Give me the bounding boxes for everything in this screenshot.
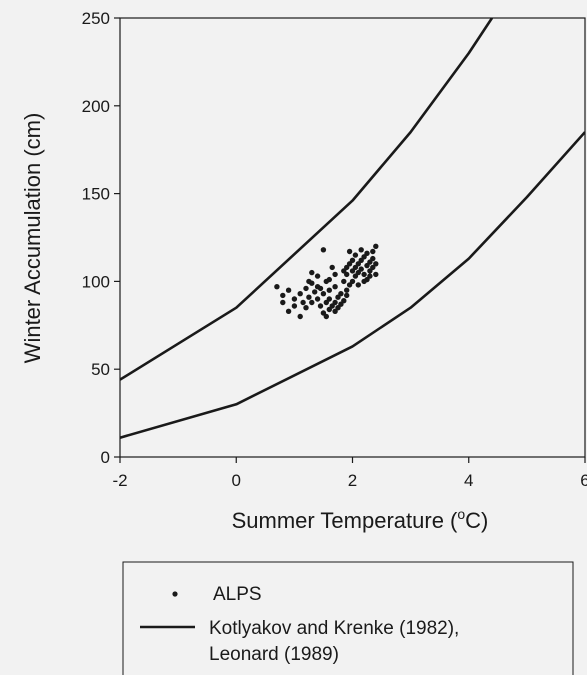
- alps-point: [280, 292, 286, 299]
- alps-point: [314, 296, 321, 302]
- alps-point: [291, 303, 298, 309]
- plot-frame: [119, 17, 586, 458]
- alps-point: [361, 271, 367, 278]
- y-tick-label: 100: [82, 272, 110, 291]
- y-tick-label: 0: [101, 448, 110, 467]
- alps-point: [323, 278, 329, 285]
- x-tick-label: 0: [232, 471, 241, 490]
- alps-point: [306, 294, 312, 300]
- alps-point: [332, 271, 338, 278]
- legend: ALPS Kotlyakov and Krenke (1982), Leonar…: [122, 561, 574, 675]
- alps-point: [373, 271, 379, 278]
- alps-point: [355, 282, 361, 288]
- alps-point: [285, 308, 292, 314]
- y-tick-label: 150: [82, 185, 110, 204]
- legend-box: [122, 561, 574, 675]
- alps-point: [306, 278, 312, 285]
- alps-point: [344, 292, 350, 299]
- alps-point: [364, 250, 370, 256]
- alps-point: [358, 247, 364, 253]
- alps-point: [309, 269, 315, 276]
- alps-point: [352, 252, 359, 258]
- alps-point: [297, 313, 303, 320]
- alps-point: [326, 296, 332, 302]
- x-tick-label: 4: [464, 471, 473, 490]
- alps-point: [326, 287, 332, 293]
- alps-point: [320, 247, 327, 253]
- alps-point: [341, 268, 347, 274]
- alps-point: [341, 298, 347, 304]
- alps-point: [338, 291, 344, 297]
- legend-marker-alps: [172, 591, 178, 597]
- alps-point: [370, 264, 376, 271]
- alps-point: [332, 284, 338, 290]
- alps-point: [370, 248, 376, 255]
- alps-point: [332, 308, 338, 314]
- alps-point: [314, 273, 321, 279]
- alps-point: [274, 284, 280, 290]
- y-tick-label: 250: [82, 9, 110, 28]
- alps-point: [303, 285, 309, 292]
- alps-point: [344, 287, 350, 293]
- legend-label-alps: ALPS: [213, 584, 262, 605]
- alps-point: [312, 289, 318, 295]
- alps-point: [358, 266, 364, 272]
- alps-point: [323, 313, 329, 320]
- alps-point: [291, 296, 298, 302]
- alps-point: [364, 276, 370, 283]
- upper-envelope-line: [120, 18, 494, 381]
- alps-point: [317, 285, 324, 292]
- alps-point: [373, 243, 379, 249]
- legend-label-kotlyakov: Kotlyakov and Krenke (1982),: [209, 618, 459, 639]
- x-tick-label: -2: [112, 471, 127, 490]
- alps-point: [303, 305, 309, 311]
- x-tick-label: 2: [348, 471, 357, 490]
- y-axis-label: Winter Accumulation (cm): [20, 113, 45, 364]
- alps-point: [300, 299, 306, 306]
- alps-point: [373, 261, 379, 267]
- alps-point: [320, 291, 327, 297]
- legend-label-leonard: Leonard (1989): [209, 644, 339, 665]
- alps-point: [323, 299, 329, 306]
- alps-point: [317, 303, 324, 309]
- x-tick-label: 6: [580, 471, 587, 490]
- alps-point: [309, 299, 315, 306]
- alps-point: [346, 248, 353, 255]
- alps-point: [285, 287, 292, 293]
- alps-point: [329, 264, 335, 271]
- alps-point: [341, 278, 347, 285]
- y-tick-label: 200: [82, 97, 110, 116]
- alps-point: [349, 278, 356, 285]
- alps-point: [280, 299, 286, 306]
- alps-point: [352, 264, 359, 271]
- alps-point: [297, 291, 303, 297]
- alps-point: [349, 257, 356, 263]
- alps-point: [370, 255, 376, 262]
- y-tick-label: 50: [91, 360, 110, 379]
- lower-envelope-line: [120, 131, 585, 439]
- x-axis-label: Summer Temperature (oC): [232, 506, 489, 533]
- alps-point: [332, 299, 338, 306]
